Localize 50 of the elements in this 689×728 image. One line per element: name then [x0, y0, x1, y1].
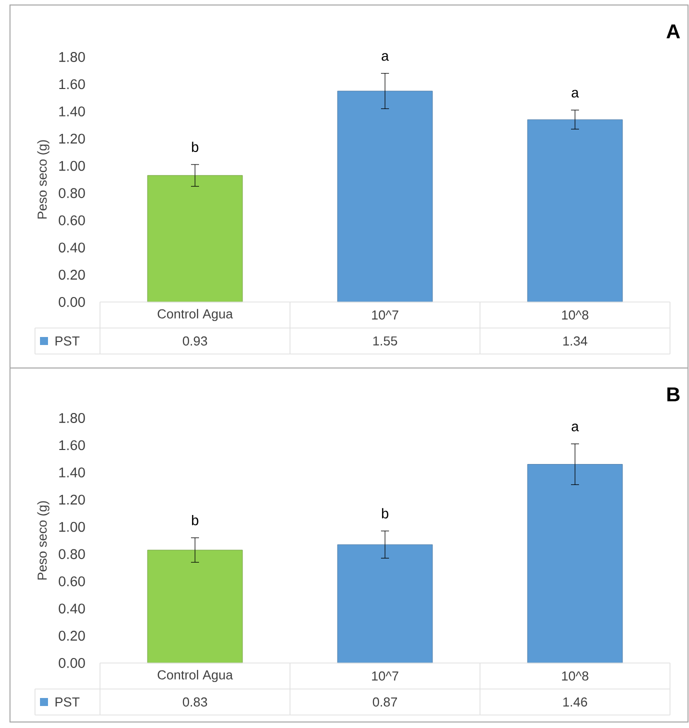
x-tick-label: 10^8: [562, 310, 588, 320]
y-axis-title: Peso seco (g): [37, 140, 50, 219]
y-tick-label: 1.40: [59, 106, 85, 116]
bar: [147, 175, 243, 302]
y-tick-label: 0.20: [58, 630, 85, 641]
annotation: b: [382, 508, 388, 518]
annotation: a: [382, 53, 389, 61]
data-label: 0.93: [182, 336, 208, 346]
y-tick-label: 0.20: [58, 270, 85, 280]
y-tick-label: 1.00: [59, 522, 85, 532]
y-tick-label: 0.80: [58, 549, 85, 560]
data-label: 1.46: [563, 697, 588, 707]
x-tick-label: 10^7: [372, 671, 398, 681]
data-label: 0.83: [182, 697, 208, 707]
annotation: a: [572, 424, 579, 432]
chart-title: A: [666, 24, 680, 38]
bar: [527, 119, 623, 302]
x-tick-label: Control Agua: [158, 308, 233, 322]
x-tick-label: 10^8: [562, 671, 588, 681]
x-tick-label: 10^7: [372, 310, 398, 320]
data-label: 1.55: [373, 336, 398, 346]
y-tick-label: 1.80: [59, 413, 85, 423]
y-tick-label: 0.00: [58, 297, 85, 307]
bar: [147, 550, 243, 664]
y-tick-label: 0.40: [58, 242, 85, 253]
y-tick-label: 1.20: [59, 494, 85, 505]
y-tick-label: 1.60: [59, 440, 85, 450]
y-tick-label: 0.60: [58, 215, 85, 226]
bar: [337, 544, 433, 664]
chart-title: B: [667, 388, 680, 402]
bar: [337, 90, 433, 302]
y-tick-label: 0.60: [58, 576, 85, 586]
y-tick-label: 0.40: [58, 604, 85, 614]
y-axis-title: Peso seco (g): [37, 501, 50, 580]
y-tick-label: 1.80: [59, 52, 85, 62]
annotation: b: [192, 514, 198, 526]
y-tick-label: 1.40: [59, 467, 85, 478]
legend-label: PST: [56, 697, 80, 707]
legend-label: PST: [56, 336, 80, 346]
y-tick-label: 1.00: [59, 160, 85, 171]
y-tick-label: 1.60: [59, 79, 85, 90]
y-tick-label: 0.00: [58, 658, 85, 668]
annotation: b: [192, 142, 198, 152]
data-label: 1.34: [563, 336, 588, 346]
y-tick-label: 0.80: [58, 188, 85, 198]
data-label: 0.87: [372, 697, 397, 707]
bar: [527, 464, 623, 664]
y-tick-label: 1.20: [59, 134, 85, 144]
annotation: a: [572, 90, 579, 98]
x-tick-label: Control Agua: [158, 670, 233, 682]
